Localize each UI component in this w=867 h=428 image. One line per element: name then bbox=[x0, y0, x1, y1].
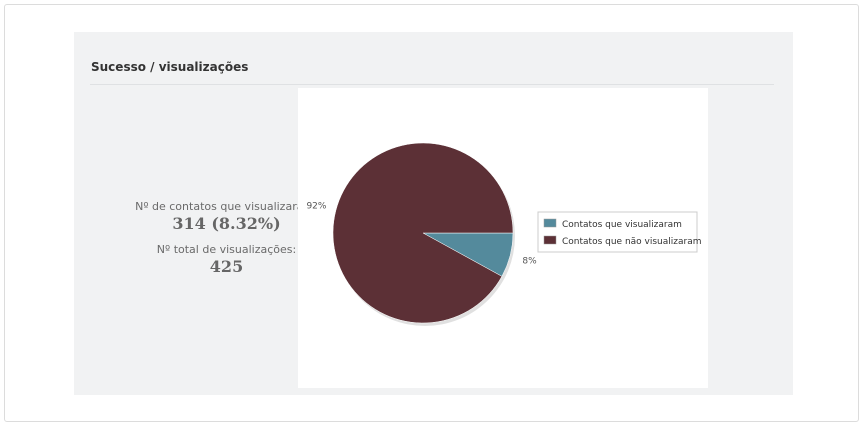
pie-chart: 8% 92% Contatos que visualizaram Contatos q… bbox=[306, 142, 701, 326]
pie-value-label-contatos-que-visualizaram: 8% bbox=[522, 256, 537, 266]
legend-label-contatos-que-nao-visualizaram: Contatos que não visualizaram bbox=[562, 237, 701, 247]
pie-value-label-contatos-que-nao-visualizaram: 92% bbox=[306, 202, 326, 212]
legend-swatch-contatos-que-visualizaram bbox=[543, 218, 557, 228]
pie-chart-area: 8% 92% Contatos que visualizaram Contatos q… bbox=[298, 88, 708, 388]
pie-slice-contatos-que-nao-visualizaram[interactable] bbox=[332, 142, 514, 324]
total-views-label: Nº total de visualizações: bbox=[156, 243, 297, 256]
panel-title: Sucesso / visualizações bbox=[91, 60, 249, 74]
contacts-viewed-label: Nº de contatos que visualizaram: bbox=[135, 200, 318, 213]
stats-block: Nº de contatos que visualizaram: 314 (8.… bbox=[74, 200, 349, 277]
panel-divider bbox=[90, 84, 774, 85]
contacts-viewed-value: 314 (8.32%) bbox=[172, 214, 281, 233]
legend-swatch-contatos-que-nao-visualizaram bbox=[543, 235, 557, 245]
success-views-panel: Sucesso / visualizações Nº de contatos q… bbox=[74, 32, 793, 395]
total-views-value: 425 bbox=[209, 257, 244, 276]
legend-label-contatos-que-visualizaram: Contatos que visualizaram bbox=[562, 220, 682, 230]
legend-box bbox=[537, 211, 698, 253]
